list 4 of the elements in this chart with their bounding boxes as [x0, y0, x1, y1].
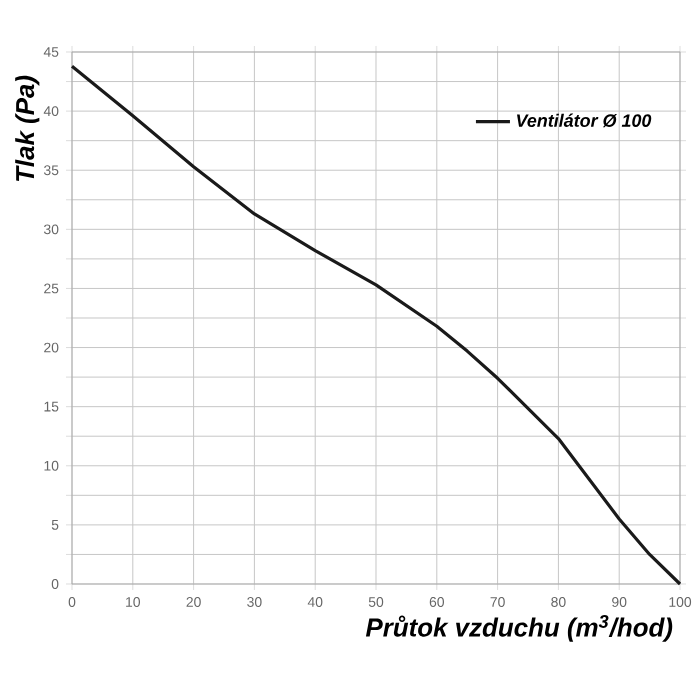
text: Průtok vzduchu (m$^{3}$/hod) — [365, 615, 673, 642]
y-axis-title: Tlak (Pa) — [15, 75, 40, 182]
line-series — [70, 64, 682, 586]
legend-label: Ventilátor Ø 100 — [517, 113, 652, 128]
